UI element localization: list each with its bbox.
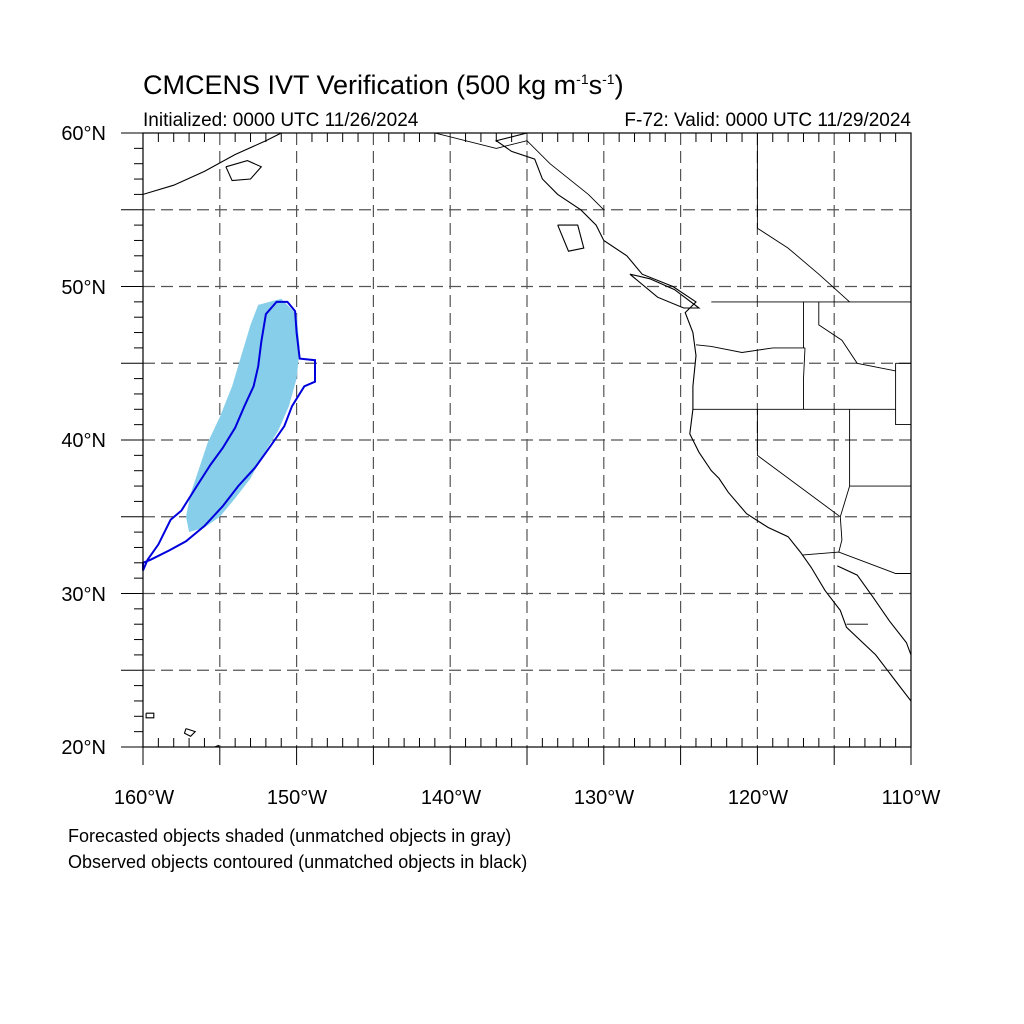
observed-legend-note: Observed objects contoured (unmatched ob… (68, 852, 528, 872)
haida-gwaii-coastline (557, 224, 585, 252)
map-frame (142, 132, 912, 748)
lon-label-160w: 160°W (113, 787, 175, 809)
objects-layer (142, 298, 316, 571)
lon-label-140w: 140°W (420, 787, 482, 809)
ca-az-border (838, 516, 843, 553)
forecast-object (186, 298, 300, 533)
valid-time: F-72: Valid: 0000 UTC 11/29/2024 (624, 110, 911, 131)
initialized-time: Initialized: 0000 UTC 11/26/2024 (143, 110, 419, 131)
hawaii-maui-coastline (183, 728, 197, 737)
geography-layer (143, 133, 911, 747)
lon-label-130w: 130°W (573, 787, 635, 809)
or-id-border (803, 347, 806, 410)
gulf-of-california-east-shore-coastline (837, 565, 911, 656)
lat-label-20n: 20°N (61, 737, 106, 759)
nv-az-border (839, 485, 851, 517)
lon-label-150w: 150°W (266, 787, 328, 809)
lon-label-120w: 120°W (727, 787, 789, 809)
wa-or-border (695, 344, 805, 353)
id-mt-border (818, 301, 896, 372)
hawaii-big-island-coastline (213, 744, 220, 747)
hawaii-kauai-coastline (145, 712, 155, 719)
sonora-sinaloa-border (910, 631, 911, 633)
map-title: CMCENS IVT Verification (500 kg m-1s-1) (143, 70, 624, 100)
bc-alberta-border (756, 133, 850, 303)
ca-nv-border (756, 409, 841, 518)
kodiak-island-coastline (225, 160, 263, 182)
lat-label-50n: 50°N (61, 277, 106, 299)
lat-label-40n: 40°N (61, 430, 106, 452)
lon-label-110w: 110°W (881, 787, 941, 809)
north-america-west-coast-coastline (494, 133, 911, 702)
vancouver-island-coastline (629, 273, 701, 309)
us-mexico-border (801, 551, 911, 574)
observed-object-contour (142, 300, 316, 571)
wy-ut-border (895, 363, 911, 426)
lat-label-30n: 30°N (61, 584, 106, 606)
lat-label-60n: 60°N (61, 123, 106, 145)
alaska-bc-border (434, 133, 605, 211)
axis-ticks (121, 132, 912, 765)
forecast-legend-note: Forecasted objects shaded (unmatched obj… (68, 826, 512, 846)
alaska-peninsula-coastline (143, 133, 282, 195)
